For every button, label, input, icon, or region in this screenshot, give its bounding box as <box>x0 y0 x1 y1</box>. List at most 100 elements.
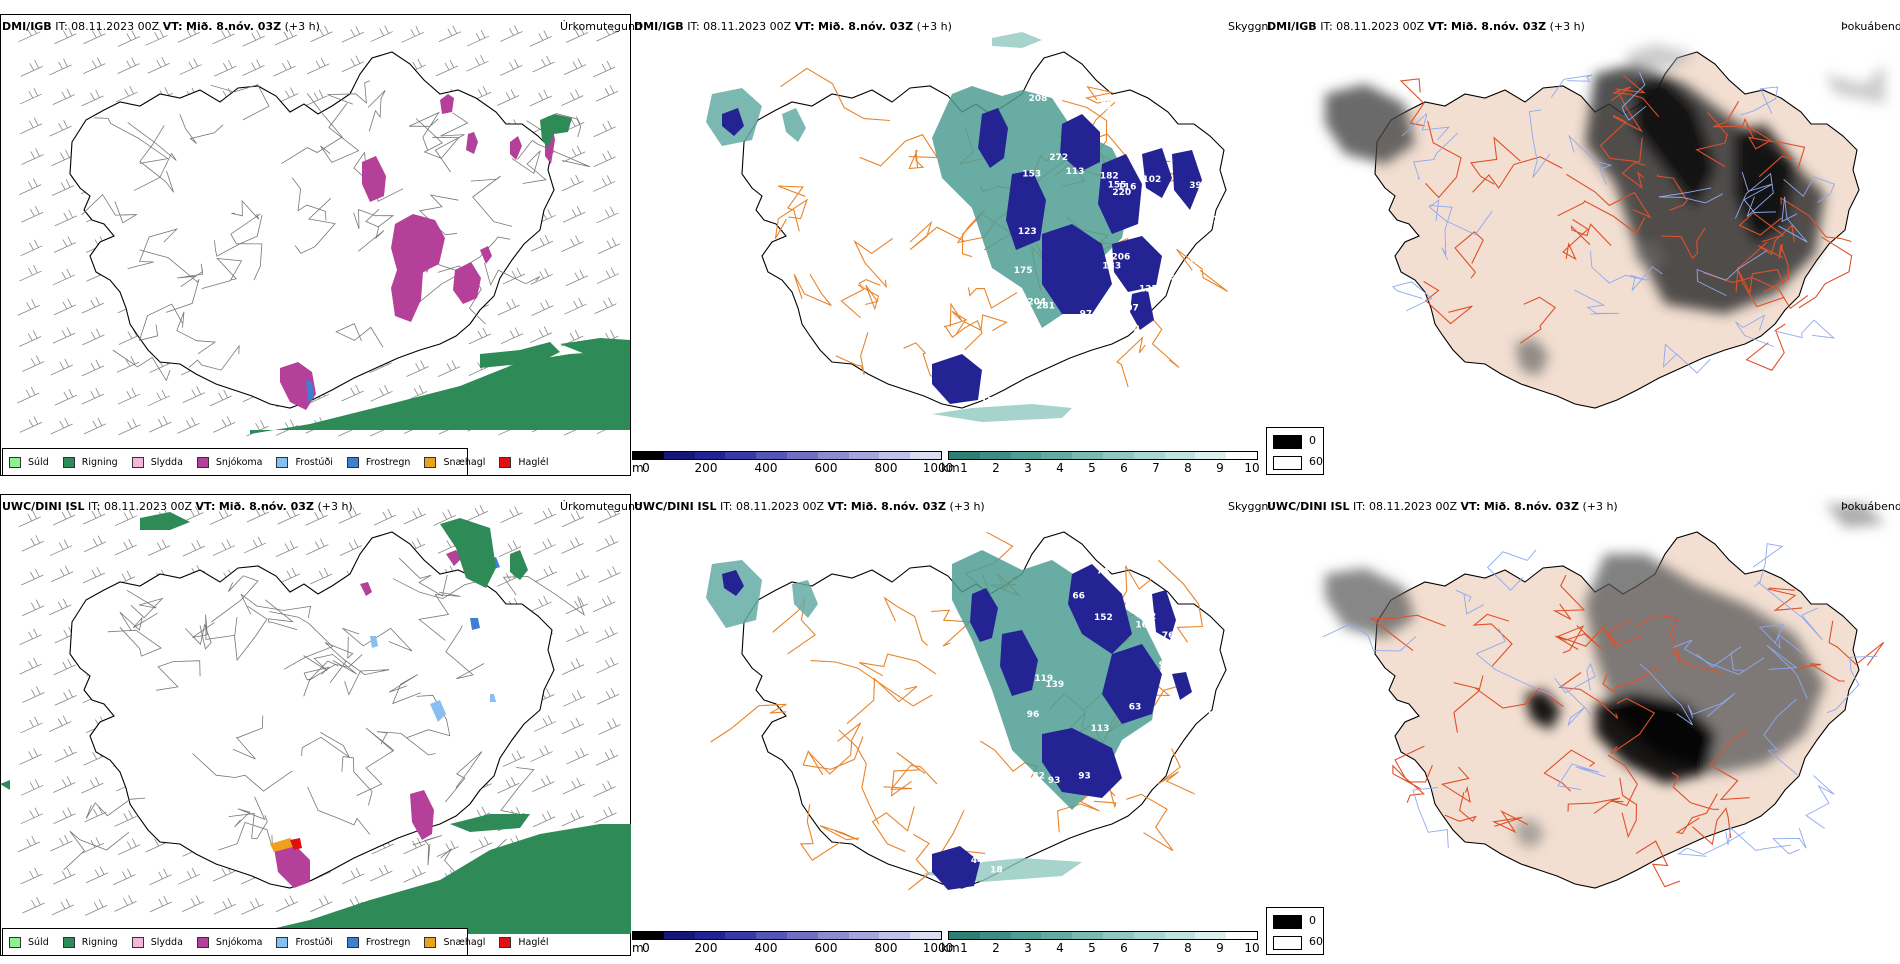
wind-barb <box>338 507 361 524</box>
wind-barb <box>83 417 107 435</box>
wind-barb <box>532 55 555 73</box>
wind-barb <box>533 810 556 828</box>
wind-barb <box>437 360 461 377</box>
road-line <box>357 208 385 252</box>
road-line <box>470 175 513 227</box>
map-number: 183 <box>1102 262 1121 272</box>
wind-barb <box>17 386 40 404</box>
wind-barb <box>593 150 616 168</box>
vt-label: VT: <box>1460 500 1481 513</box>
wind-barb <box>596 749 619 766</box>
wind-barb <box>49 58 72 76</box>
row-uwc-dini: UWC/DINI ISL IT: 08.11.2023 00Z VT: Mið.… <box>0 494 1900 964</box>
road-line <box>802 736 864 776</box>
road-line <box>1612 74 1647 133</box>
map-number: 129 <box>1193 791 1212 801</box>
road-line <box>799 804 841 861</box>
wind-barb <box>54 209 77 227</box>
tick-label: 400 <box>754 461 778 475</box>
road-line <box>1593 754 1638 814</box>
vt-value: Mið. 8.nóv. 03Z <box>818 20 914 33</box>
wind-barb <box>465 505 489 522</box>
wind-barb <box>21 148 44 165</box>
colorbar-bin <box>848 452 880 459</box>
wind-barb <box>500 59 523 76</box>
wind-barb <box>115 85 138 103</box>
road-line <box>1630 266 1663 291</box>
wind-barb <box>213 898 236 915</box>
lead-time: (+3 h) <box>916 20 952 33</box>
road-line <box>1401 112 1450 141</box>
road-line <box>1758 624 1803 654</box>
it-label: IT: <box>1320 20 1333 33</box>
wind-barb <box>148 539 171 556</box>
tick-label: 600 <box>814 461 838 475</box>
colorbar-bin <box>879 932 911 939</box>
road-line <box>1413 132 1459 181</box>
wind-barb <box>563 58 587 75</box>
map-number: 153 <box>1022 169 1041 179</box>
legend-swatch <box>9 456 21 468</box>
road-line <box>291 177 327 221</box>
colorbar-bin <box>979 932 1011 939</box>
tick-label: 10 <box>1244 461 1260 475</box>
road-line <box>1798 663 1845 682</box>
wind-barb <box>178 868 201 885</box>
wind-barb <box>597 506 621 524</box>
wind-barb <box>145 29 168 46</box>
wind-barb <box>19 748 42 765</box>
map-number: 139 <box>1045 680 1064 690</box>
wind-barb <box>406 360 429 377</box>
wind-barb <box>305 509 328 526</box>
colorbar-unit: km <box>941 461 960 475</box>
map-number: 132 <box>1121 325 1140 335</box>
road-line <box>264 599 298 631</box>
map-number: 96 <box>1027 710 1040 720</box>
wind-barb <box>20 716 43 734</box>
map-number: 88 <box>1100 96 1113 106</box>
road-line <box>1556 625 1604 654</box>
road-line <box>324 636 354 683</box>
road-line <box>1392 281 1433 312</box>
map-number: 66 <box>1072 591 1085 601</box>
road-line <box>232 715 264 760</box>
wind-barb <box>49 715 72 732</box>
wind-barb <box>209 389 232 407</box>
road-line <box>908 149 925 170</box>
wind-barb <box>54 745 77 763</box>
model-name: DMI/IGB <box>2 20 52 33</box>
cloud-base-areas <box>722 564 1192 890</box>
road-line <box>1673 639 1765 676</box>
map-number: 119 <box>1034 674 1053 684</box>
vt-label: VT: <box>162 20 183 33</box>
wind-barb <box>306 538 329 555</box>
wind-barb <box>19 416 43 433</box>
legend-label: Frostúði <box>295 456 333 468</box>
road-line <box>1158 559 1204 643</box>
wind-barb <box>435 59 459 77</box>
wind-barb <box>561 89 584 106</box>
wind-barb <box>54 27 77 45</box>
legend-item: Frostúði <box>276 456 333 468</box>
legend-label: Snæhagl <box>443 456 486 468</box>
map-number: 71 <box>1154 755 1167 765</box>
road-line <box>1412 787 1449 849</box>
tick-label: 7 <box>1152 461 1160 475</box>
map-number: 99 <box>1159 660 1172 670</box>
colorbar-bin <box>1226 452 1257 459</box>
road-line <box>1740 86 1779 116</box>
colorbar-bin <box>817 452 849 459</box>
colorbar-bin <box>633 932 664 939</box>
legend-swatch <box>346 936 359 948</box>
wind-barb <box>497 298 520 316</box>
legend-label: 60 <box>1309 935 1323 948</box>
wind-barb <box>51 149 74 167</box>
legend-item: Snæhagl <box>424 936 485 948</box>
cloud-map: 65 149 155 175 183 97 164 113 204 208 272 123 182 107… <box>706 32 1228 422</box>
road-line <box>388 674 421 705</box>
colorbar-bin <box>725 932 757 939</box>
road-line <box>1599 114 1643 163</box>
road-line <box>1423 281 1473 325</box>
road-line <box>234 605 268 662</box>
legend-label: 60 <box>1309 455 1323 468</box>
